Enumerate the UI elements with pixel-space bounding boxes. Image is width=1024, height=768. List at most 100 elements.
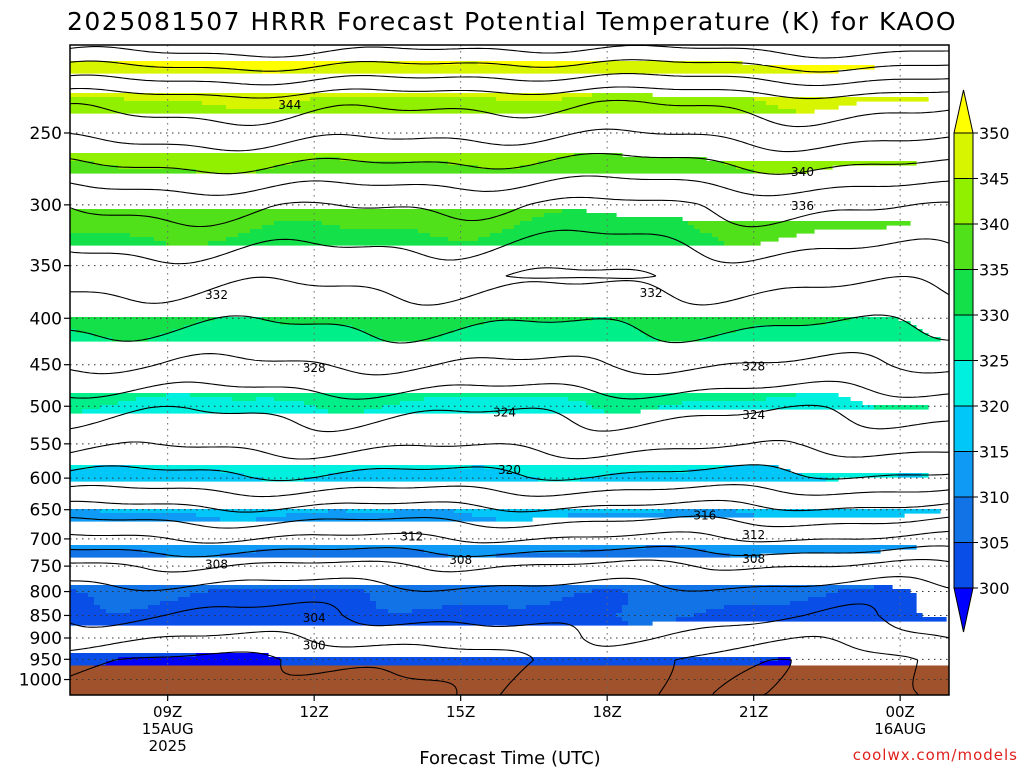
color-band [496,517,533,522]
colorbar-box [953,405,974,452]
y-tick-label: 300 [30,196,62,216]
color-band [772,65,875,70]
color-band [556,157,707,162]
colorbar-label: 340 [979,215,1010,234]
color-band [400,61,461,66]
contour-label: 328 [303,361,326,375]
color-band [250,229,419,234]
color-band [340,157,557,162]
color-band [448,161,539,166]
color-band [70,225,263,230]
color-band [70,161,95,166]
color-band [724,465,779,470]
color-band [70,61,119,66]
color-band [238,233,431,238]
color-band [646,545,677,550]
color-band [70,217,533,222]
color-band [676,545,917,550]
color-band [382,405,593,410]
color-band [574,593,629,598]
contour-label-text: 320 [498,463,521,477]
contour-label: 324 [493,406,516,420]
contour-label: 324 [742,408,765,422]
color-band [508,605,527,610]
color-band [352,469,509,474]
color-band [118,657,281,662]
color-band [148,337,383,342]
color-band [454,329,641,334]
contour-label: 344 [278,98,301,112]
color-band [70,165,119,170]
y-axis: 250 300 350 400 450 500 550 600 650 700 750 800 850 9… [19,124,70,691]
color-band [322,221,521,226]
y-tick-label: 250 [30,124,62,144]
contour-344 [70,99,949,128]
plot-area: 344 340 336 332 332 328 328 324 324 320 316 312 312 3… [70,45,949,695]
color-band [70,593,89,598]
color-band [514,225,695,230]
color-band [424,549,581,554]
contour-330 [70,314,949,344]
color-band [196,321,281,326]
contour-304 [70,601,949,647]
color-band [520,165,737,170]
color-band [628,321,827,326]
color-band [70,553,167,558]
color-band [100,405,317,410]
credit-text: coolwx.com/models [853,746,1018,764]
color-band [562,597,629,602]
color-band [448,553,497,558]
colorbar-label: 320 [979,397,1010,416]
color-band [694,225,887,230]
color-band [646,333,719,338]
contour-label-text: 312 [400,530,423,544]
color-band [70,229,251,234]
y-tick-label: 1000 [19,671,62,691]
contour-334 [70,229,949,265]
contour-350 [70,59,949,73]
color-band [70,401,119,406]
contour-label-text: 300 [303,638,326,652]
color-band [736,165,833,170]
color-band [70,69,263,74]
color-band [262,225,341,230]
color-band [70,609,107,614]
color-band [208,241,725,246]
color-band [796,393,839,398]
color-band [496,97,563,102]
color-band [166,241,209,246]
color-band [442,605,509,610]
color-band [154,65,317,70]
color-band [70,153,575,158]
color-band [628,597,809,602]
color-band [70,105,227,110]
color-band [562,97,755,102]
color-band [70,605,101,610]
color-band [70,321,197,326]
color-band [454,509,665,514]
color-band [118,61,341,66]
color-band [184,325,353,330]
y-tick-label: 850 [30,606,62,626]
color-band [190,393,797,398]
color-band [118,165,275,170]
x-tick-label: 15AUG [142,720,194,738]
color-band [172,329,365,334]
color-band [262,317,593,322]
color-band [604,409,641,414]
color-band [244,473,329,478]
color-band [100,509,329,514]
color-band [70,545,647,550]
color-band [100,605,149,610]
color-band [766,397,851,402]
color-band [724,161,917,166]
color-band [484,321,629,326]
color-band [70,325,185,330]
contour-320 [70,464,949,482]
color-band [400,401,587,406]
contour-label: 308 [449,553,472,567]
color-band [700,229,815,234]
contour-label: 328 [742,359,765,373]
y-tick-label: 750 [30,557,62,577]
colorbar-label: 300 [979,579,1010,598]
